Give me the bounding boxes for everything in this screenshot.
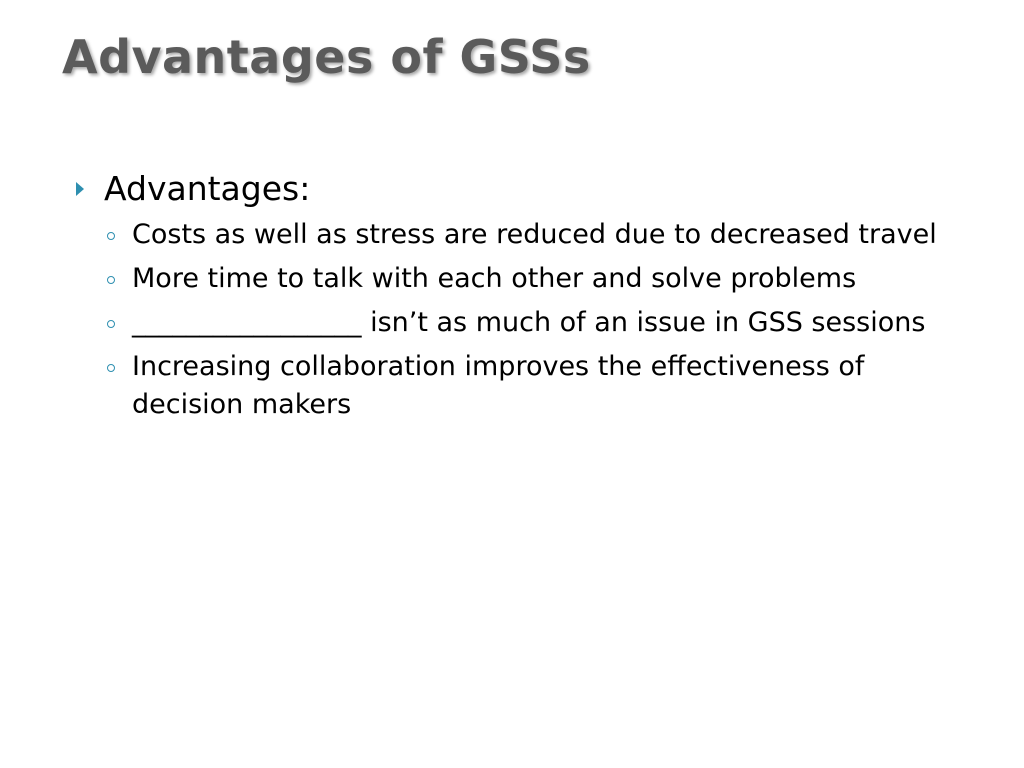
list-item: Increasing collaboration improves the ef…	[74, 348, 974, 424]
list-item: Costs as well as stress are reduced due …	[74, 216, 974, 254]
list-item-text: More time to talk with each other and so…	[132, 263, 857, 294]
ring-bullet-icon	[107, 276, 115, 284]
bullet-heading-text: Advantages:	[104, 169, 311, 208]
slide-title: Advantages of GSSs	[62, 30, 591, 84]
list-item-text: Increasing collaboration improves the ef…	[132, 351, 865, 420]
triangle-right-icon	[76, 182, 84, 196]
list-item: More time to talk with each other and so…	[74, 260, 974, 298]
slide-content: Advantages: Costs as well as stress are …	[74, 168, 974, 430]
list-item: _________________ isn’t as much of an is…	[74, 304, 974, 342]
ring-bullet-icon	[107, 320, 115, 328]
ring-bullet-icon	[107, 232, 115, 240]
list-item-text: Costs as well as stress are reduced due …	[132, 219, 937, 250]
list-item-text: _________________ isn’t as much of an is…	[132, 307, 926, 338]
sub-bullet-list: Costs as well as stress are reduced due …	[74, 216, 974, 424]
ring-bullet-icon	[107, 364, 115, 372]
bullet-heading: Advantages:	[74, 168, 974, 210]
